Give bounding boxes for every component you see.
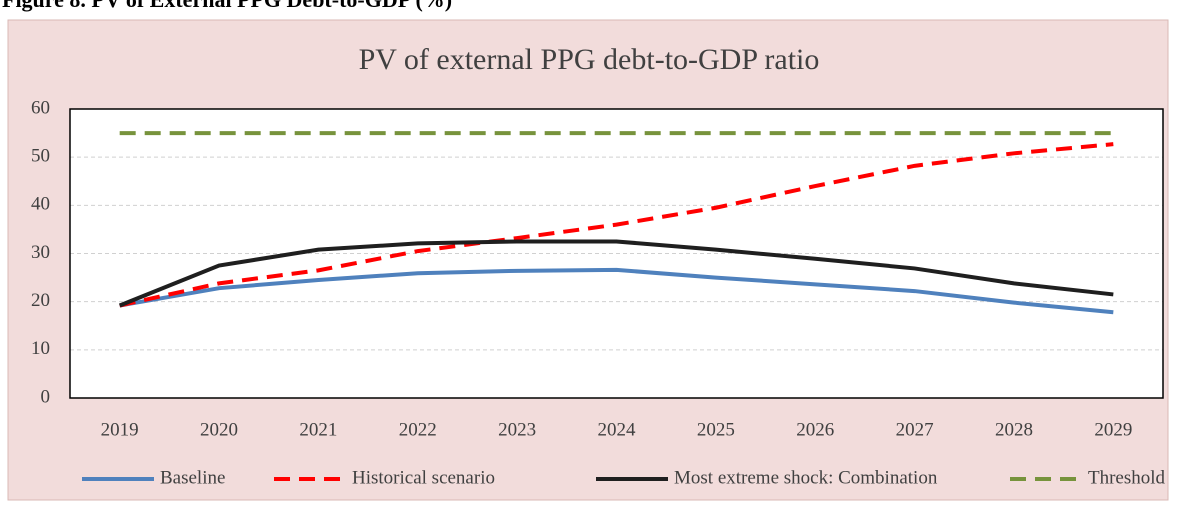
series-line: [119, 267, 1114, 315]
plot-border: [69, 108, 1164, 399]
legend-label: Most extreme shock: Combination: [674, 467, 938, 488]
chart-title: PV of external PPG debt-to-GDP ratio: [359, 43, 820, 76]
x-tick-label: 2025: [697, 419, 735, 440]
x-tick-label: 2020: [200, 419, 238, 440]
figure-caption: Figure 8. PV of External PPG Debt-to-GDP…: [2, 0, 452, 12]
x-tick-label: 2024: [598, 419, 637, 440]
y-tick-label: 40: [31, 194, 50, 215]
x-tick-label: 2027: [896, 419, 934, 440]
x-tick-label: 2026: [796, 419, 834, 440]
x-tick-label: 2029: [1094, 419, 1132, 440]
y-tick-label: 30: [31, 242, 50, 263]
series-line: [119, 142, 1114, 308]
y-tick-label: 60: [31, 97, 50, 118]
x-tick-label: 2023: [498, 419, 536, 440]
x-tick-label: 2022: [399, 419, 437, 440]
x-tick-label: 2019: [101, 419, 139, 440]
legend-label: Historical scenario: [352, 467, 495, 488]
y-tick-label: 20: [31, 290, 50, 311]
legend-label: Threshold: [1088, 467, 1166, 488]
x-tick-label: 2021: [299, 419, 337, 440]
series-line: [118, 239, 1114, 308]
legend-label: Baseline: [160, 467, 225, 488]
y-tick-label: 10: [31, 338, 50, 359]
x-tick-label: 2028: [995, 419, 1033, 440]
y-tick-label: 0: [41, 386, 51, 407]
y-tick-label: 50: [31, 146, 50, 167]
